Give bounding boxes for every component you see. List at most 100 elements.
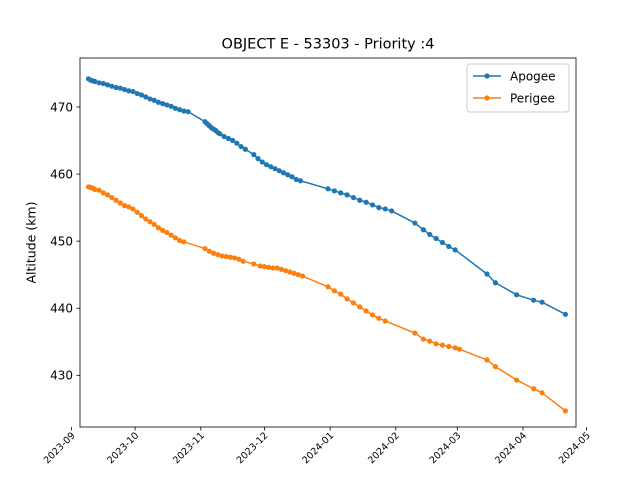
apogee-point bbox=[113, 84, 119, 91]
perigee-point bbox=[514, 377, 520, 383]
apogee-point bbox=[338, 190, 344, 196]
apogee-point bbox=[289, 174, 295, 180]
apogee-point bbox=[382, 206, 388, 212]
legend-marker-apogee bbox=[484, 73, 490, 79]
apogee-point bbox=[412, 220, 418, 226]
apogee-point bbox=[134, 90, 140, 97]
perigee-point bbox=[456, 346, 463, 352]
apogee-point bbox=[514, 292, 520, 298]
perigee-point bbox=[291, 270, 297, 276]
perigee-point bbox=[117, 200, 123, 206]
apogee-point bbox=[238, 143, 244, 150]
perigee-point bbox=[484, 357, 490, 363]
apogee-point bbox=[439, 239, 446, 246]
perigee-point bbox=[138, 213, 145, 219]
perigee-series bbox=[85, 184, 569, 414]
perigee-point bbox=[531, 386, 537, 392]
perigee-point bbox=[350, 300, 357, 306]
apogee-point bbox=[376, 205, 382, 211]
apogee-point bbox=[344, 192, 350, 198]
perigee-point bbox=[240, 258, 246, 264]
perigee-point bbox=[274, 265, 280, 271]
apogee-point bbox=[177, 107, 183, 113]
perigee-point bbox=[412, 330, 418, 336]
perigee-point bbox=[96, 187, 102, 193]
perigee-point bbox=[143, 216, 149, 222]
perigee-point bbox=[369, 312, 376, 318]
apogee-point bbox=[155, 99, 162, 105]
apogee-point bbox=[259, 159, 265, 165]
apogee-point bbox=[263, 162, 270, 168]
apogee-point bbox=[234, 140, 240, 146]
apogee-point bbox=[96, 80, 102, 86]
perigee-point bbox=[562, 408, 569, 414]
apogee-point bbox=[562, 311, 569, 317]
apogee-point bbox=[325, 186, 331, 192]
perigee-point bbox=[287, 269, 293, 275]
perigee-point bbox=[299, 273, 306, 279]
legend: Apogee Perigee bbox=[466, 63, 570, 113]
legend-marker-perigee bbox=[484, 95, 490, 101]
apogee-point bbox=[100, 80, 106, 87]
perigee-point bbox=[134, 209, 140, 215]
apogee-point bbox=[117, 85, 123, 91]
perigee-point bbox=[236, 256, 242, 262]
apogee-point bbox=[104, 82, 111, 88]
plot-frame bbox=[79, 57, 577, 428]
apogee-point bbox=[539, 299, 545, 305]
apogee-point bbox=[255, 156, 261, 162]
apogee-point bbox=[147, 96, 153, 102]
perigee-point bbox=[539, 390, 545, 396]
perigee-point bbox=[177, 237, 183, 244]
perigee-point bbox=[446, 343, 452, 350]
perigee-point bbox=[210, 250, 217, 256]
perigee-point bbox=[151, 221, 157, 227]
perigee-point bbox=[227, 254, 234, 260]
apogee-point bbox=[420, 227, 426, 233]
y-tick-label: 450 bbox=[50, 234, 73, 248]
apogee-point bbox=[531, 297, 537, 303]
perigee-point bbox=[219, 253, 225, 259]
apogee-point bbox=[172, 105, 178, 111]
apogee-point bbox=[427, 231, 433, 238]
chart-title: OBJECT E - 53303 - Priority :4 bbox=[222, 37, 435, 53]
perigee-point bbox=[376, 315, 382, 321]
apogee-point bbox=[225, 135, 231, 142]
perigee-point bbox=[251, 261, 257, 267]
apogee-point bbox=[221, 133, 227, 140]
apogee-point bbox=[388, 208, 395, 214]
apogee-point bbox=[126, 88, 132, 94]
perigee-point bbox=[130, 206, 136, 212]
apogee-point bbox=[492, 280, 499, 286]
apogee-point bbox=[143, 94, 149, 100]
perigee-point bbox=[363, 308, 369, 314]
perigee-point bbox=[344, 296, 350, 302]
apogee-point bbox=[452, 247, 458, 253]
apogee-point bbox=[446, 243, 452, 250]
perigee-point bbox=[181, 239, 187, 245]
perigee-point bbox=[338, 291, 344, 297]
legend-entry-perigee: Perigee bbox=[473, 91, 555, 105]
legend-label-perigee: Perigee bbox=[510, 91, 555, 105]
perigee-point bbox=[433, 341, 439, 347]
perigee-point bbox=[155, 225, 162, 231]
apogee-point bbox=[285, 172, 291, 178]
perigee-point bbox=[439, 342, 446, 348]
apogee-point bbox=[331, 188, 337, 194]
perigee-point bbox=[164, 229, 170, 236]
perigee-point bbox=[172, 235, 178, 241]
apogee-point bbox=[130, 88, 136, 95]
apogee-point bbox=[272, 166, 278, 172]
perigee-point bbox=[427, 338, 433, 344]
perigee-point bbox=[270, 265, 276, 271]
apogee-series bbox=[85, 76, 569, 317]
apogee-point bbox=[350, 194, 357, 201]
perigee-point bbox=[168, 232, 174, 238]
apogee-point bbox=[138, 92, 145, 98]
perigee-point bbox=[113, 197, 119, 203]
apogee-point bbox=[293, 176, 299, 183]
perigee-point bbox=[452, 345, 458, 351]
perigee-point bbox=[295, 272, 301, 278]
apogee-point bbox=[151, 97, 157, 103]
apogee-point bbox=[164, 102, 170, 108]
